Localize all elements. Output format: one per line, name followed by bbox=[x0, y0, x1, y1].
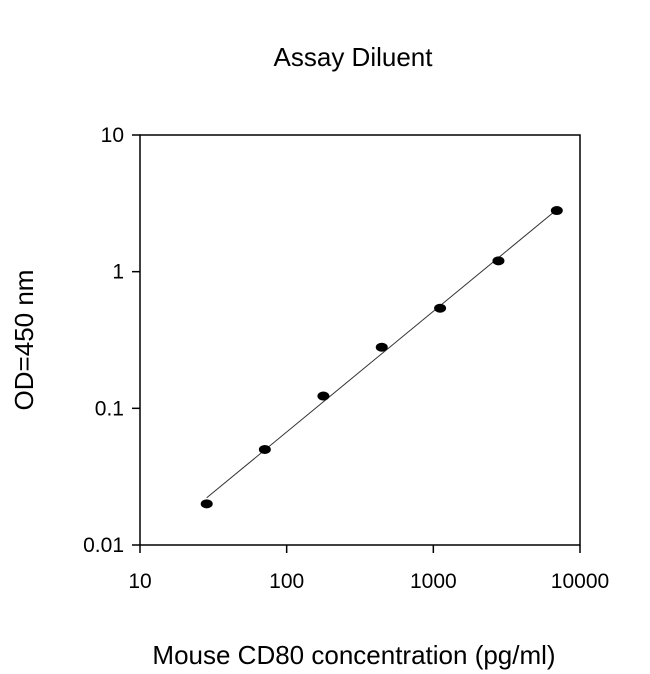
data-point bbox=[317, 391, 330, 401]
fit-line bbox=[206, 209, 558, 499]
x-axis-ticks: 10 100 1000 10000 bbox=[128, 545, 609, 593]
y-axis-label: OD=450 nm bbox=[9, 270, 39, 411]
data-point bbox=[375, 342, 388, 352]
x-tick-label: 100 bbox=[269, 570, 304, 593]
x-tick-label: 10000 bbox=[551, 570, 609, 593]
data-point bbox=[492, 256, 505, 266]
y-tick-label: 1 bbox=[112, 261, 124, 284]
data-point bbox=[258, 444, 271, 454]
y-tick-label: 10 bbox=[101, 124, 124, 147]
data-point bbox=[200, 499, 213, 509]
data-points bbox=[200, 206, 563, 509]
fit-line-group bbox=[206, 209, 558, 499]
x-tick-label: 1000 bbox=[410, 570, 457, 593]
data-point bbox=[434, 303, 447, 313]
y-axis-ticks: 0.01 0.1 1 10 bbox=[83, 124, 140, 557]
y-tick-label: 0.1 bbox=[95, 397, 124, 420]
data-point bbox=[550, 206, 563, 216]
x-axis-label: Mouse CD80 concentration (pg/ml) bbox=[152, 640, 555, 670]
y-tick-label: 0.01 bbox=[83, 534, 124, 557]
plot-frame bbox=[139, 134, 581, 546]
x-tick-label: 10 bbox=[128, 570, 151, 593]
chart-title: Assay Diluent bbox=[274, 42, 434, 72]
